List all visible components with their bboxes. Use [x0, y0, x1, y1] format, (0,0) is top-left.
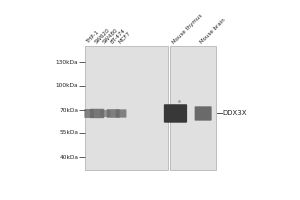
Text: Mouse thymus: Mouse thymus — [172, 13, 204, 45]
FancyBboxPatch shape — [90, 109, 104, 118]
Text: Mouse brain: Mouse brain — [200, 17, 227, 45]
FancyBboxPatch shape — [164, 104, 187, 123]
Bar — [85, 46, 168, 170]
FancyBboxPatch shape — [100, 110, 110, 117]
FancyBboxPatch shape — [116, 109, 126, 118]
Text: SW480: SW480 — [102, 27, 119, 45]
Text: 55kDa: 55kDa — [59, 130, 78, 135]
Text: DDX3X: DDX3X — [223, 110, 247, 116]
Text: 130kDa: 130kDa — [56, 60, 78, 65]
Text: SW620: SW620 — [94, 27, 111, 45]
Text: MCF7: MCF7 — [118, 31, 132, 45]
FancyBboxPatch shape — [195, 106, 212, 121]
Text: 40kDa: 40kDa — [59, 155, 78, 160]
FancyBboxPatch shape — [107, 109, 120, 118]
FancyBboxPatch shape — [84, 109, 94, 118]
Text: BT-474: BT-474 — [110, 28, 127, 45]
Text: 100kDa: 100kDa — [56, 83, 78, 88]
Bar — [170, 46, 216, 170]
Text: 70kDa: 70kDa — [59, 108, 78, 113]
Text: THP-1: THP-1 — [85, 30, 100, 45]
